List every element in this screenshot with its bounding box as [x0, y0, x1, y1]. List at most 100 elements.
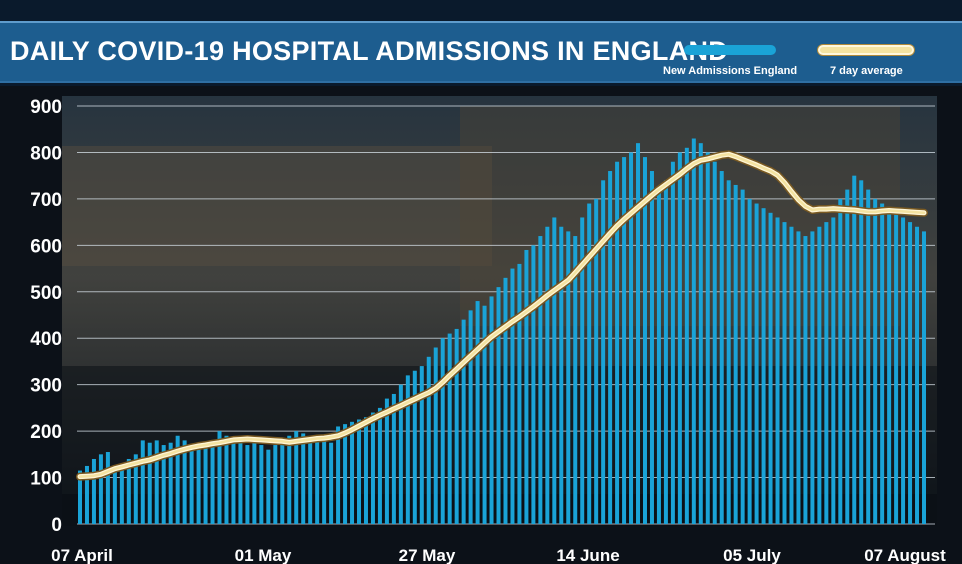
bar-48	[412, 370, 417, 524]
bar-24	[245, 445, 250, 524]
bar-54	[454, 328, 459, 524]
bar-72	[580, 217, 585, 524]
bar-97	[754, 203, 759, 524]
bar-64	[524, 249, 529, 524]
y-tick-label-100: 100	[30, 469, 62, 490]
bar-19	[210, 440, 215, 524]
bar-121	[922, 231, 926, 524]
bar-40	[357, 419, 362, 524]
bar-9	[140, 440, 145, 524]
bar-98	[761, 208, 766, 524]
y-tick-label-400: 400	[30, 329, 62, 350]
bar-112	[859, 180, 864, 525]
bar-113	[866, 189, 871, 524]
bar-84	[663, 180, 668, 525]
bar-0	[78, 470, 82, 524]
bar-55	[461, 319, 466, 524]
bar-62	[510, 268, 515, 524]
bar-88	[691, 138, 696, 524]
x-tick-label-89: 05 July	[723, 546, 781, 564]
bar-116	[887, 208, 892, 524]
bar-6	[119, 463, 124, 524]
bar-41	[363, 417, 368, 524]
y-tick-label-0: 0	[51, 515, 62, 536]
bar-70	[566, 231, 571, 524]
bar-106	[817, 226, 822, 524]
bar-20	[217, 431, 222, 524]
bar-114	[873, 198, 878, 524]
bar-33	[308, 438, 313, 524]
bar-47	[405, 375, 410, 524]
y-tick-label-800: 800	[30, 143, 62, 164]
bar-27	[266, 449, 271, 524]
bar-59	[489, 296, 494, 524]
bar-104	[803, 236, 808, 525]
bar-31	[294, 431, 299, 524]
bar-53	[447, 333, 452, 524]
bar-44	[384, 398, 389, 524]
bar-43	[377, 407, 382, 524]
avg-line	[78, 153, 926, 478]
x-tick-label-50: 27 May	[399, 546, 456, 564]
bar-76	[608, 171, 613, 524]
x-tick-label-121: 07 August	[864, 546, 946, 564]
bar-8	[133, 454, 138, 524]
legend-label-7-day-average: 7 day average	[830, 65, 903, 77]
title-band	[0, 21, 962, 83]
bar-35	[322, 438, 327, 524]
bar-21	[224, 435, 229, 524]
legend-swatch-7-day-average	[818, 45, 914, 55]
bar-17	[196, 447, 201, 524]
bar-2	[91, 458, 96, 524]
bar-12	[161, 445, 166, 524]
bar-7	[126, 458, 131, 524]
bar-103	[796, 231, 801, 524]
background-building-left	[62, 146, 492, 266]
bar-34	[315, 435, 320, 524]
bar-52	[440, 338, 445, 524]
y-tick-label-700: 700	[30, 190, 62, 211]
bar-14	[175, 435, 180, 524]
bar-105	[810, 231, 815, 524]
bar-32	[301, 433, 306, 524]
bar-119	[908, 222, 913, 524]
x-tick-label-24: 01 May	[235, 546, 292, 564]
bar-11	[154, 440, 159, 524]
bar-78	[622, 157, 627, 524]
bar-91	[712, 161, 717, 524]
bar-36	[329, 442, 334, 524]
bar-16	[189, 445, 194, 524]
y-tick-label-200: 200	[30, 422, 62, 443]
bar-56	[468, 310, 473, 524]
bar-74	[594, 198, 599, 524]
bar-93	[726, 180, 731, 525]
bar-46	[398, 384, 403, 524]
bar-86	[677, 152, 682, 524]
chart-title: DAILY COVID-19 HOSPITAL ADMISSIONS IN EN…	[10, 36, 729, 66]
bar-79	[629, 152, 634, 524]
bar-23	[238, 442, 243, 524]
bar-69	[559, 226, 564, 524]
bar-102	[789, 226, 794, 524]
bar-45	[391, 393, 396, 524]
bar-101	[782, 222, 787, 524]
bar-118	[901, 217, 906, 524]
bar-22	[231, 440, 236, 524]
bar-60	[496, 287, 501, 524]
bar-94	[733, 184, 738, 524]
bar-77	[615, 161, 620, 524]
chart-header: DAILY COVID-19 HOSPITAL ADMISSIONS IN EN…	[0, 0, 962, 86]
bar-18	[203, 442, 208, 524]
bar-1	[84, 465, 89, 524]
y-tick-label-500: 500	[30, 283, 62, 304]
bar-67	[545, 226, 550, 524]
bar-68	[552, 217, 557, 524]
bar-107	[824, 222, 829, 524]
bar-5	[112, 468, 117, 524]
bar-65	[531, 245, 536, 525]
bar-115	[880, 203, 885, 524]
x-tick-label-0: 07 April	[51, 546, 113, 564]
bar-66	[538, 236, 543, 525]
bar-75	[601, 180, 606, 525]
